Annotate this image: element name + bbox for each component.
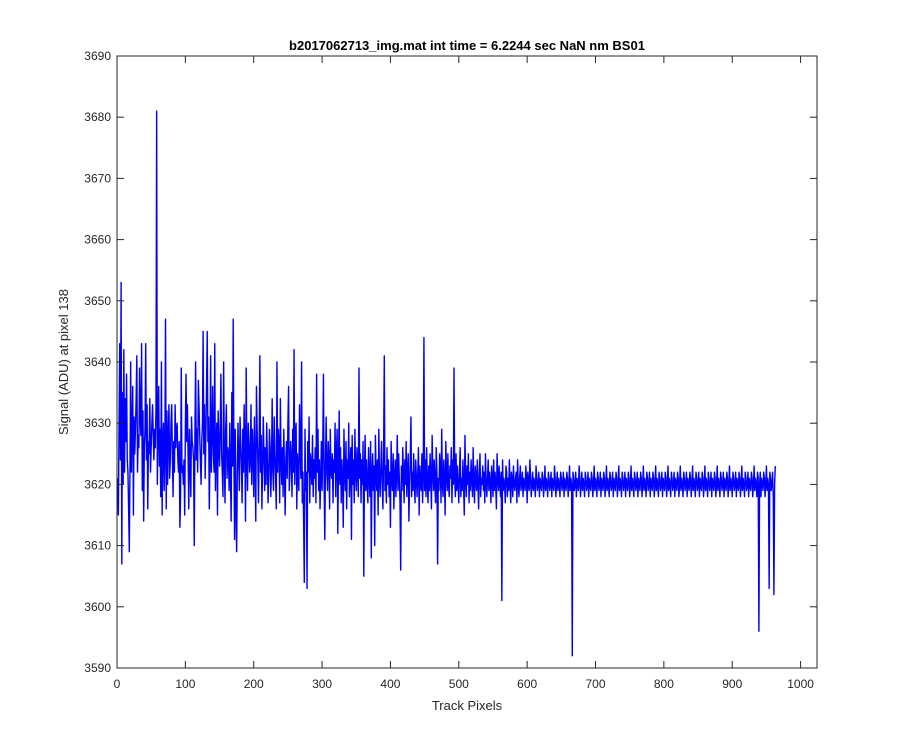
x-tick-label: 700 [586, 677, 606, 691]
y-tick-label: 3630 [84, 416, 111, 430]
series-line [116, 110, 776, 657]
y-tick-label: 3620 [84, 477, 111, 491]
plot-area [116, 55, 818, 669]
y-tick-label: 3690 [84, 49, 111, 63]
y-tick-label: 3590 [84, 661, 111, 675]
x-axis-label: Track Pixels [432, 698, 503, 713]
y-axis: 3590 3600 3610 3620 3630 3640 3650 3660 3670 3680… [84, 49, 817, 675]
x-axis: 0 100 200 300 400 500 600 700 800 900 1000 [114, 56, 814, 691]
y-tick-label: 3610 [84, 539, 111, 553]
y-tick-label: 3600 [84, 600, 111, 614]
x-tick-label: 800 [654, 677, 674, 691]
x-tick-label: 0 [114, 677, 121, 691]
x-tick-label: 1000 [787, 677, 814, 691]
x-tick-label: 100 [175, 677, 195, 691]
x-tick-label: 200 [244, 677, 264, 691]
chart-title: b2017062713_img.mat int time = 6.2244 se… [289, 38, 645, 53]
x-tick-label: 500 [449, 677, 469, 691]
y-tick-label: 3660 [84, 233, 111, 247]
y-axis-label: Signal (ADU) at pixel 138 [56, 289, 71, 435]
x-tick-label: 400 [380, 677, 400, 691]
y-tick-label: 3670 [84, 171, 111, 185]
x-tick-label: 600 [517, 677, 537, 691]
y-tick-label: 3650 [84, 294, 111, 308]
y-tick-label: 3680 [84, 110, 111, 124]
x-tick-label: 900 [722, 677, 742, 691]
x-tick-label: 300 [312, 677, 332, 691]
y-tick-label: 3640 [84, 355, 111, 369]
axes-background [117, 56, 817, 668]
